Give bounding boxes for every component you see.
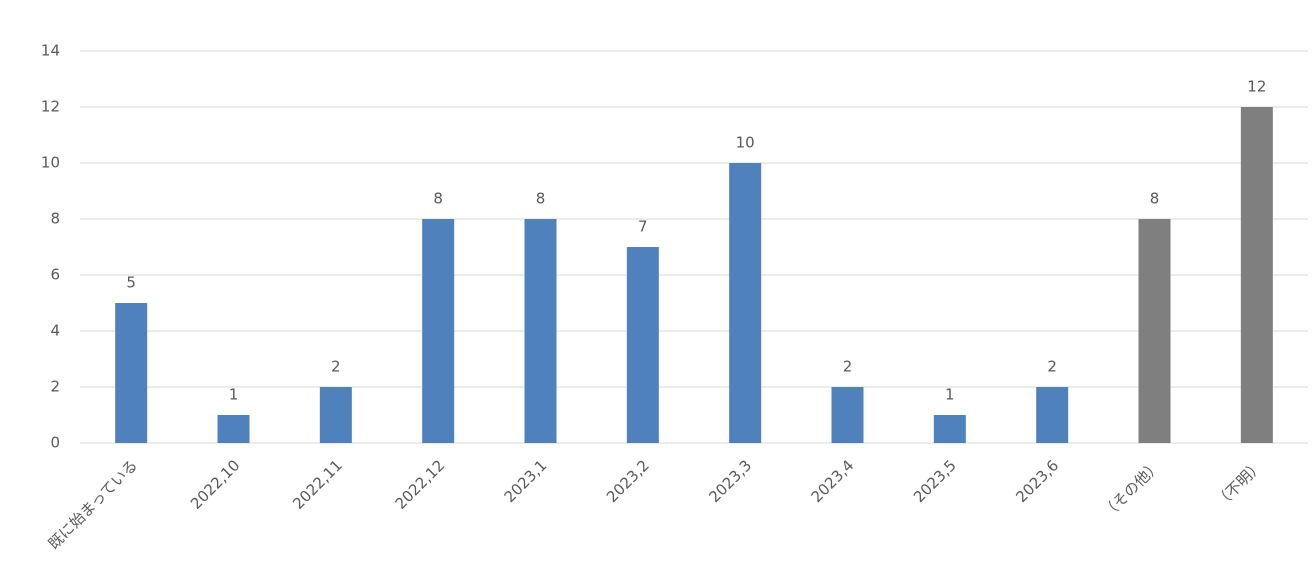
data-label: 8 [1150, 190, 1160, 208]
x-tick-label: 2023,1 [501, 456, 551, 506]
x-tick-label: （不明） [1212, 456, 1267, 511]
data-label: 1 [945, 386, 955, 404]
data-label: 1 [229, 386, 239, 404]
bar [626, 247, 659, 443]
x-tick-label: 2023,6 [1012, 456, 1062, 506]
y-tick-label: 6 [50, 266, 60, 284]
bar [933, 415, 966, 443]
bar [729, 163, 762, 443]
y-tick-label: 14 [41, 42, 60, 60]
x-tick-label: 2022,10 [187, 456, 244, 513]
bar [1036, 387, 1069, 443]
x-tick-label: 2023,3 [705, 456, 755, 506]
bar [115, 303, 148, 443]
x-tick-label: 2023,5 [910, 456, 960, 506]
data-label: 2 [1047, 358, 1057, 376]
bar [319, 387, 352, 443]
y-tick-label: 4 [50, 322, 60, 340]
y-tick-label: 0 [50, 434, 60, 452]
data-label: 8 [433, 190, 443, 208]
x-tick-label: 2023,4 [808, 456, 858, 506]
bar [1240, 107, 1273, 443]
y-tick-label: 8 [50, 210, 60, 228]
bar [831, 387, 864, 443]
x-tick-label: （その他） [1099, 456, 1165, 522]
bar [217, 415, 250, 443]
y-tick-label: 12 [41, 98, 60, 116]
data-label: 2 [331, 358, 341, 376]
bar [524, 219, 557, 443]
x-tick-label: 既に始まっている [45, 456, 142, 553]
data-label: 8 [536, 190, 546, 208]
x-tick-label: 2022,12 [392, 456, 449, 513]
data-label: 10 [736, 134, 755, 152]
data-label: 2 [843, 358, 853, 376]
data-label: 12 [1247, 78, 1266, 96]
y-tick-label: 10 [41, 154, 60, 172]
x-tick-label: 2022,11 [289, 456, 346, 513]
data-label: 5 [126, 274, 136, 292]
bar [1138, 219, 1171, 443]
data-label: 7 [638, 218, 648, 236]
y-tick-label: 2 [50, 378, 60, 396]
bar [422, 219, 455, 443]
x-tick-label: 2023,2 [603, 456, 653, 506]
